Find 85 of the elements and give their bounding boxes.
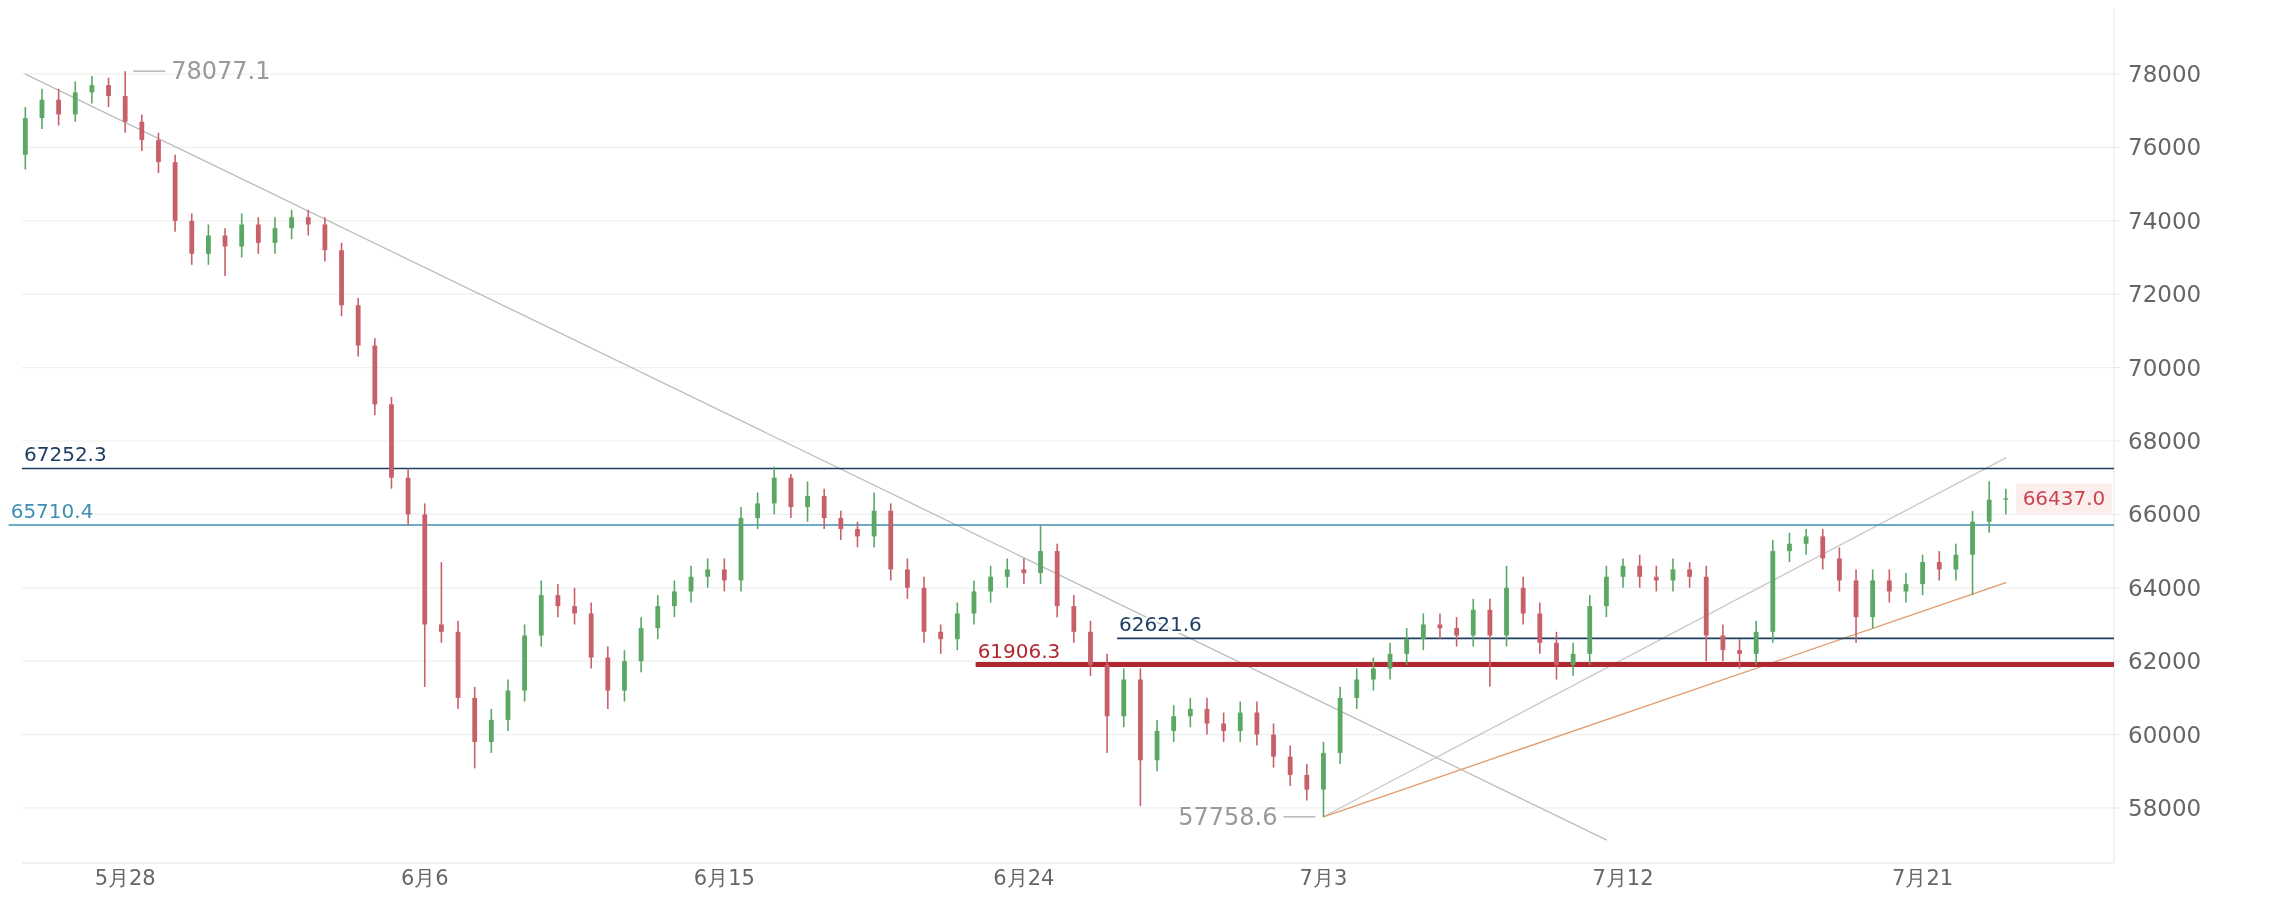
- candlestick: [988, 564, 994, 604]
- candlestick: [1986, 480, 1992, 534]
- candlestick: [1886, 568, 1892, 604]
- candlestick: [821, 487, 827, 530]
- candlestick: [805, 480, 810, 523]
- candlestick: [555, 583, 561, 618]
- y-tick-label: 70000: [2128, 354, 2202, 381]
- candlestick: [1237, 700, 1243, 743]
- candlestick: [1920, 553, 1926, 596]
- annotation: 57758.6: [1178, 802, 1278, 831]
- candlestick: [1221, 711, 1227, 743]
- y-tick-label: 66000: [2128, 501, 2202, 528]
- candlestick: [905, 557, 910, 600]
- x-tick-label: 7月21: [1892, 866, 1954, 890]
- text: 66437.0: [2022, 486, 2106, 511]
- candlestick: [1021, 557, 1027, 585]
- x-tick-label: 7月12: [1592, 866, 1654, 890]
- candlestick: [1787, 531, 1792, 563]
- candlestick: [305, 209, 311, 237]
- candlestick: [855, 520, 860, 549]
- y-tick-label: 68000: [2128, 428, 2202, 454]
- candlestick: [1820, 528, 1826, 571]
- candlestick: [89, 75, 95, 105]
- x-tick-label: 5月28: [94, 866, 156, 890]
- y-tick-label: 72000: [2128, 281, 2202, 308]
- candlestick: [1637, 553, 1643, 589]
- candlestick: [1271, 722, 1276, 769]
- ref-line-label: 67252.3: [24, 442, 107, 467]
- y-tick-label: 76000: [2128, 134, 2202, 161]
- candlestick: [655, 594, 661, 640]
- candlestick: [1404, 627, 1410, 666]
- candlestick: [1936, 550, 1942, 582]
- candlestick: [1304, 763, 1310, 802]
- y-tick-label: 64000: [2128, 574, 2202, 601]
- annotation: 78077.1: [171, 57, 271, 86]
- x-tick-label: 6月15: [693, 866, 755, 890]
- candlestick: [1171, 704, 1177, 743]
- candlestick: [239, 212, 245, 259]
- ref-line-label: 65710.4: [10, 499, 94, 524]
- candlestick: [1038, 524, 1043, 585]
- ref-line-label: 61906.3: [977, 638, 1061, 663]
- candlestick: [2003, 487, 2009, 516]
- candlestick: [1454, 616, 1460, 648]
- y-tick-label: 60000: [2128, 721, 2202, 748]
- candlestick: [1953, 542, 1959, 582]
- candlestick: [72, 80, 78, 123]
- candlestick: [1720, 623, 1726, 662]
- y-tick-label: 78000: [2128, 61, 2202, 88]
- candlestick: [439, 561, 444, 644]
- x-tick-label: 6月24: [993, 866, 1055, 890]
- candlestick: [289, 209, 295, 240]
- candlestick: [1354, 667, 1360, 710]
- candlestick: [255, 216, 261, 255]
- candlestick: [672, 579, 677, 618]
- candlestick: [938, 623, 944, 655]
- y-tick-label: 62000: [2128, 648, 2202, 675]
- candlestick: [721, 557, 727, 593]
- candlestick: [705, 557, 711, 589]
- candlestick: [1371, 656, 1376, 692]
- candlestick: [1420, 612, 1426, 651]
- candlestick: [572, 586, 577, 626]
- ref-line-label: 62621.6: [1119, 612, 1202, 637]
- candlestick: [56, 87, 62, 127]
- candlestick: [1753, 620, 1759, 666]
- candlestick: [1254, 700, 1260, 747]
- x-tick-label: 7月3: [1299, 866, 1348, 890]
- candlestick: [1570, 642, 1576, 677]
- candlestick: [1803, 528, 1809, 556]
- candlestick: [1687, 561, 1693, 589]
- x-tick-label: 6月6: [400, 866, 449, 890]
- candlestick: [156, 131, 161, 174]
- candlestick: [106, 76, 111, 108]
- candlestick: [838, 509, 844, 541]
- candlestick: [1004, 557, 1010, 589]
- y-tick-label: 74000: [2128, 207, 2202, 234]
- candlestick: [206, 223, 211, 266]
- candlestick: [1737, 638, 1742, 670]
- candlestick: [755, 491, 761, 530]
- candlestick: [1836, 546, 1842, 593]
- candlestick: [1287, 744, 1293, 787]
- candlestick: [1554, 631, 1559, 681]
- candlestick: [1187, 697, 1193, 729]
- y-tick-label: 58000: [2128, 794, 2202, 821]
- candlestick: [139, 113, 145, 152]
- candlestick: [488, 708, 494, 754]
